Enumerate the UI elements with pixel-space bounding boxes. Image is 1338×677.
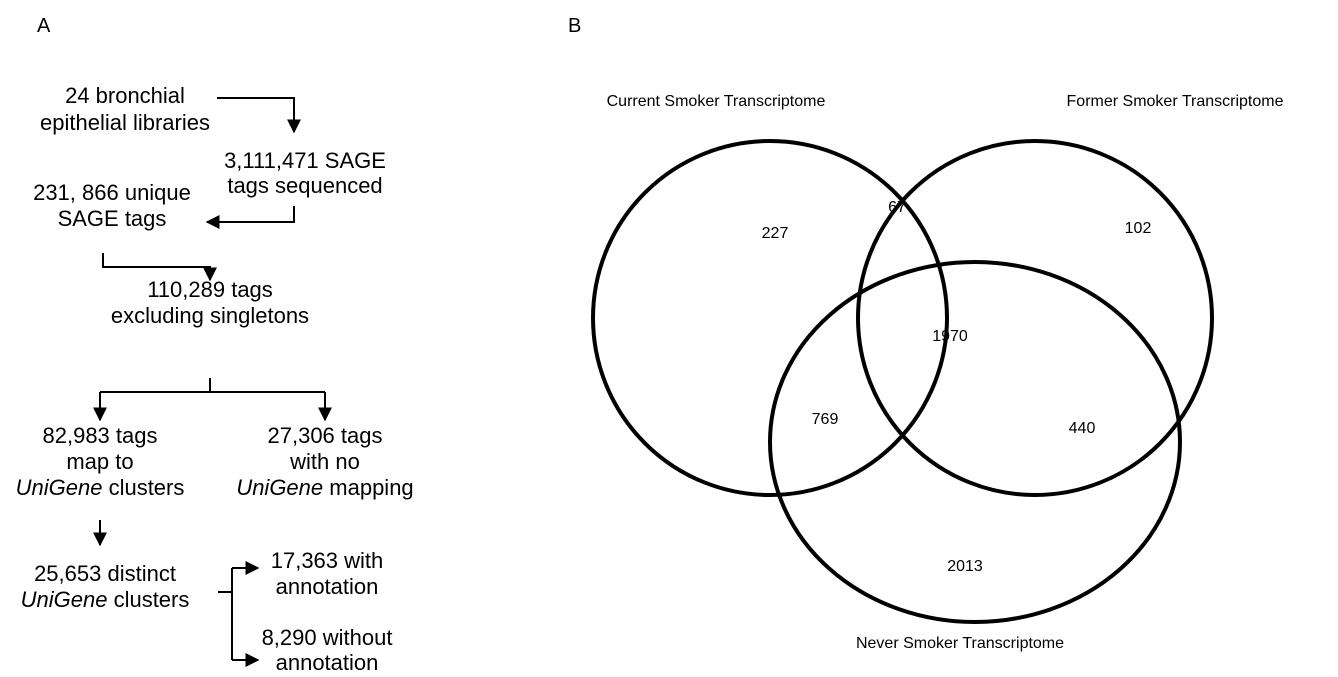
panel-label: B bbox=[568, 15, 581, 37]
node-text: 24 bronchial bbox=[65, 83, 185, 108]
region-count: 227 bbox=[762, 225, 789, 242]
text-span: 17,363 with bbox=[271, 548, 384, 573]
connector bbox=[218, 568, 233, 660]
text-span: 24 bronchial bbox=[65, 83, 185, 108]
italic-text: UniGene bbox=[236, 475, 323, 500]
text-span: annotation bbox=[276, 574, 379, 599]
venn bbox=[591, 139, 1214, 624]
node-text: map to bbox=[66, 449, 133, 474]
arrow bbox=[102, 253, 217, 282]
set-label: Never Smoker Transcriptome bbox=[856, 635, 1064, 652]
node-text: 8,290 without bbox=[262, 625, 393, 650]
node-text: epithelial libraries bbox=[40, 110, 210, 135]
text-span: 8,290 without bbox=[262, 625, 393, 650]
node-text: 27,306 tags bbox=[268, 423, 383, 448]
text-span: map to bbox=[66, 449, 133, 474]
node-text: SAGE tags bbox=[58, 206, 167, 231]
text-span: excluding singletons bbox=[111, 303, 309, 328]
node-text: 17,363 with bbox=[271, 548, 384, 573]
region-count: 102 bbox=[1125, 220, 1152, 237]
region-count: 769 bbox=[812, 411, 839, 428]
node-text: annotation bbox=[276, 574, 379, 599]
set-label: Current Smoker Transcriptome bbox=[607, 93, 826, 110]
node-text: 110,289 tags bbox=[147, 277, 273, 302]
node-text: UniGene clusters bbox=[16, 475, 185, 500]
region-count: 67 bbox=[888, 199, 906, 216]
text-span: 27,306 tags bbox=[268, 423, 383, 448]
text-span: 25,653 distinct bbox=[34, 561, 176, 586]
node-text: 231, 866 unique bbox=[33, 180, 191, 205]
text-span: 82,983 tags bbox=[43, 423, 158, 448]
text-span: clusters bbox=[102, 475, 184, 500]
node-text: excluding singletons bbox=[111, 303, 309, 328]
node-text: UniGene clusters bbox=[21, 587, 190, 612]
text-span: mapping bbox=[323, 475, 414, 500]
italic-text: UniGene bbox=[16, 475, 103, 500]
venn-circle bbox=[591, 139, 949, 497]
node-text: 3,111,471 SAGE bbox=[224, 148, 386, 173]
node-text: UniGene mapping bbox=[236, 475, 413, 500]
node-text: annotation bbox=[276, 650, 379, 675]
node-text: tags sequenced bbox=[227, 173, 382, 198]
text-span: SAGE tags bbox=[58, 206, 167, 231]
text-span: epithelial libraries bbox=[40, 110, 210, 135]
italic-text: UniGene bbox=[21, 587, 108, 612]
arrow bbox=[205, 206, 295, 229]
venn-circle bbox=[768, 260, 1182, 624]
node-text: 82,983 tags bbox=[43, 423, 158, 448]
arrow bbox=[217, 97, 301, 134]
text-span: with no bbox=[289, 449, 360, 474]
text-span: annotation bbox=[276, 650, 379, 675]
text-span: 3,111,471 SAGE bbox=[224, 148, 386, 173]
set-label: Former Smoker Transcriptome bbox=[1067, 93, 1284, 110]
panel-label: A bbox=[37, 15, 51, 37]
region-count: 1970 bbox=[932, 328, 968, 345]
text-span: tags sequenced bbox=[227, 173, 382, 198]
flow-arrows bbox=[93, 97, 332, 667]
region-count: 440 bbox=[1069, 420, 1096, 437]
node-text: with no bbox=[289, 449, 360, 474]
node-text: 25,653 distinct bbox=[34, 561, 176, 586]
venn-circle bbox=[856, 139, 1214, 497]
region-count: 2013 bbox=[947, 558, 983, 575]
text-span: clusters bbox=[107, 587, 189, 612]
text-span: 231, 866 unique bbox=[33, 180, 191, 205]
text-span: 110,289 tags bbox=[147, 277, 273, 302]
